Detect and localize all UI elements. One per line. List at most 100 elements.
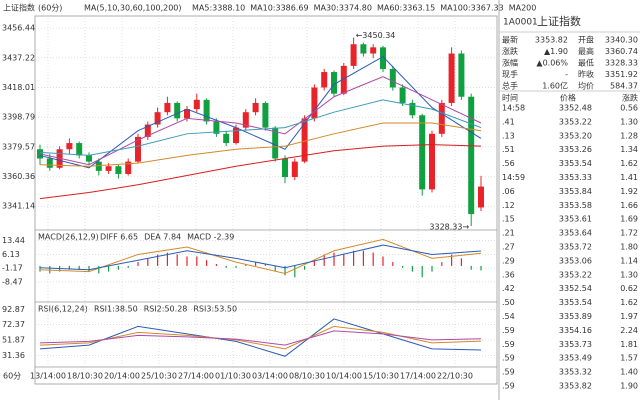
candle-body: [429, 133, 435, 190]
candle-body: [115, 166, 122, 174]
legend-item: RSI3:53.50: [193, 305, 237, 314]
tick-change: 1.34: [620, 145, 638, 154]
legend-item: DIFF 6.65: [100, 233, 138, 242]
candle-body: [331, 72, 337, 94]
candle-body: [213, 121, 220, 134]
tick-price: 3353.61: [559, 215, 592, 224]
y-tick-label: 92.87: [2, 305, 25, 314]
y-tick-label: 3418.01: [2, 83, 35, 92]
candle-body: [144, 124, 151, 137]
quote-label: 最新: [502, 35, 518, 45]
candle-body: [478, 186, 484, 208]
x-tick-label: 13/14:00: [30, 372, 66, 381]
candle-body: [282, 158, 288, 178]
quote-value: -: [565, 70, 568, 79]
tick-change: 1.92: [620, 187, 638, 196]
x-tick-label: 15/10:30: [363, 372, 399, 381]
ma-line: [39, 144, 482, 200]
x-tick-label: 18/10:30: [67, 372, 103, 381]
tick-change: 1.30: [620, 270, 638, 279]
x-tick-label: 10/14:00: [326, 372, 362, 381]
tick-time: .56: [502, 159, 515, 168]
legend-item: RSI1:38.50: [94, 305, 138, 314]
y-tick-label: 51.87: [2, 335, 25, 344]
candle-body: [46, 158, 53, 168]
tick-change: 1.66: [620, 201, 638, 210]
quote-name: 上证指数: [537, 14, 581, 28]
low-annotation: 3328.33→: [429, 222, 469, 231]
candle-body: [380, 47, 386, 69]
candle-body: [321, 72, 328, 88]
quote-value: 1.60亿: [542, 81, 568, 91]
candle-body: [135, 136, 141, 162]
table-header: 涨跌: [622, 93, 638, 103]
tick-time: .21: [502, 229, 515, 238]
tick-time: .12: [502, 201, 515, 210]
tick-change: 2.24: [620, 326, 638, 335]
tick-price: 3353.06: [559, 256, 592, 265]
x-tick-label: 27/14:00: [178, 372, 214, 381]
candle-body: [242, 112, 249, 128]
tick-price: 3353.89: [559, 312, 592, 321]
quote-value: ▲1.90: [544, 47, 568, 56]
tick-change: 1.28: [620, 131, 638, 140]
tick-time: .59: [502, 382, 515, 391]
candle-body: [370, 47, 377, 54]
rsi-line: [39, 318, 482, 357]
y-tick-label: 3437.22: [2, 53, 35, 62]
ma-line: [39, 99, 482, 156]
candle-body: [174, 102, 181, 119]
quote-value: 3340.30: [605, 36, 638, 45]
tick-change: 0.62: [620, 284, 638, 293]
y-tick-label: 31.36: [2, 351, 25, 360]
tick-change: 1.90: [620, 382, 638, 391]
candle-body: [66, 143, 73, 150]
tick-change: 1.80: [620, 243, 638, 252]
x-tick-label: 22/10:30: [437, 372, 473, 381]
candle-body: [438, 102, 445, 134]
x-tick-label: 20/14:00: [104, 372, 140, 381]
y-tick-label: 3398.79: [2, 113, 35, 122]
y-tick-label: 3341.14: [2, 202, 35, 211]
x-tick-label: 01/10:30: [215, 372, 251, 381]
candle-body: [409, 102, 416, 116]
chart-frame: [34, 15, 498, 385]
tick-time: .59: [502, 368, 515, 377]
tick-change: 1.14: [620, 256, 638, 265]
tick-price: 3353.22: [559, 117, 592, 126]
quote-value: 3353.82: [535, 36, 568, 45]
ma-line: [39, 55, 482, 169]
tick-price: 3352.54: [559, 284, 592, 293]
tick-time: .41: [502, 117, 515, 126]
tick-time: .59: [502, 354, 515, 363]
y-tick-label: 3379.57: [2, 142, 35, 151]
table-header: 时间: [502, 93, 518, 103]
tick-time: .42: [502, 284, 515, 293]
tick-change: 1.81: [620, 340, 638, 349]
candle-body: [164, 102, 171, 113]
candle-body: [360, 44, 367, 54]
legend-item: MA5:3388.10: [192, 4, 245, 13]
y-tick-label: 3456.44: [2, 24, 35, 33]
macd-line: [39, 244, 482, 271]
candle-body: [399, 87, 406, 103]
tick-time: .59: [502, 340, 515, 349]
tick-time: .27: [502, 243, 515, 252]
tick-price: 3353.54: [559, 159, 592, 168]
candle-body: [95, 161, 102, 171]
period: (60分): [38, 4, 62, 13]
candle-body: [223, 133, 230, 144]
tick-change: 1.69: [620, 215, 638, 224]
legend-item: MACD -2.39: [187, 233, 234, 242]
candle-body: [389, 68, 396, 88]
candle-body: [125, 161, 132, 174]
candle-body: [184, 109, 190, 119]
rsi-title: RSI(6,12,24): [38, 305, 88, 314]
ma-line: [39, 76, 482, 166]
legend-item: RSI2:50.28: [144, 305, 188, 314]
tick-change: 1.40: [620, 368, 638, 377]
tick-time: .36: [502, 270, 515, 279]
period-label: 60分: [3, 372, 21, 381]
tick-price: 3353.32: [559, 368, 592, 377]
y-tick-label: 3360.36: [2, 172, 35, 181]
